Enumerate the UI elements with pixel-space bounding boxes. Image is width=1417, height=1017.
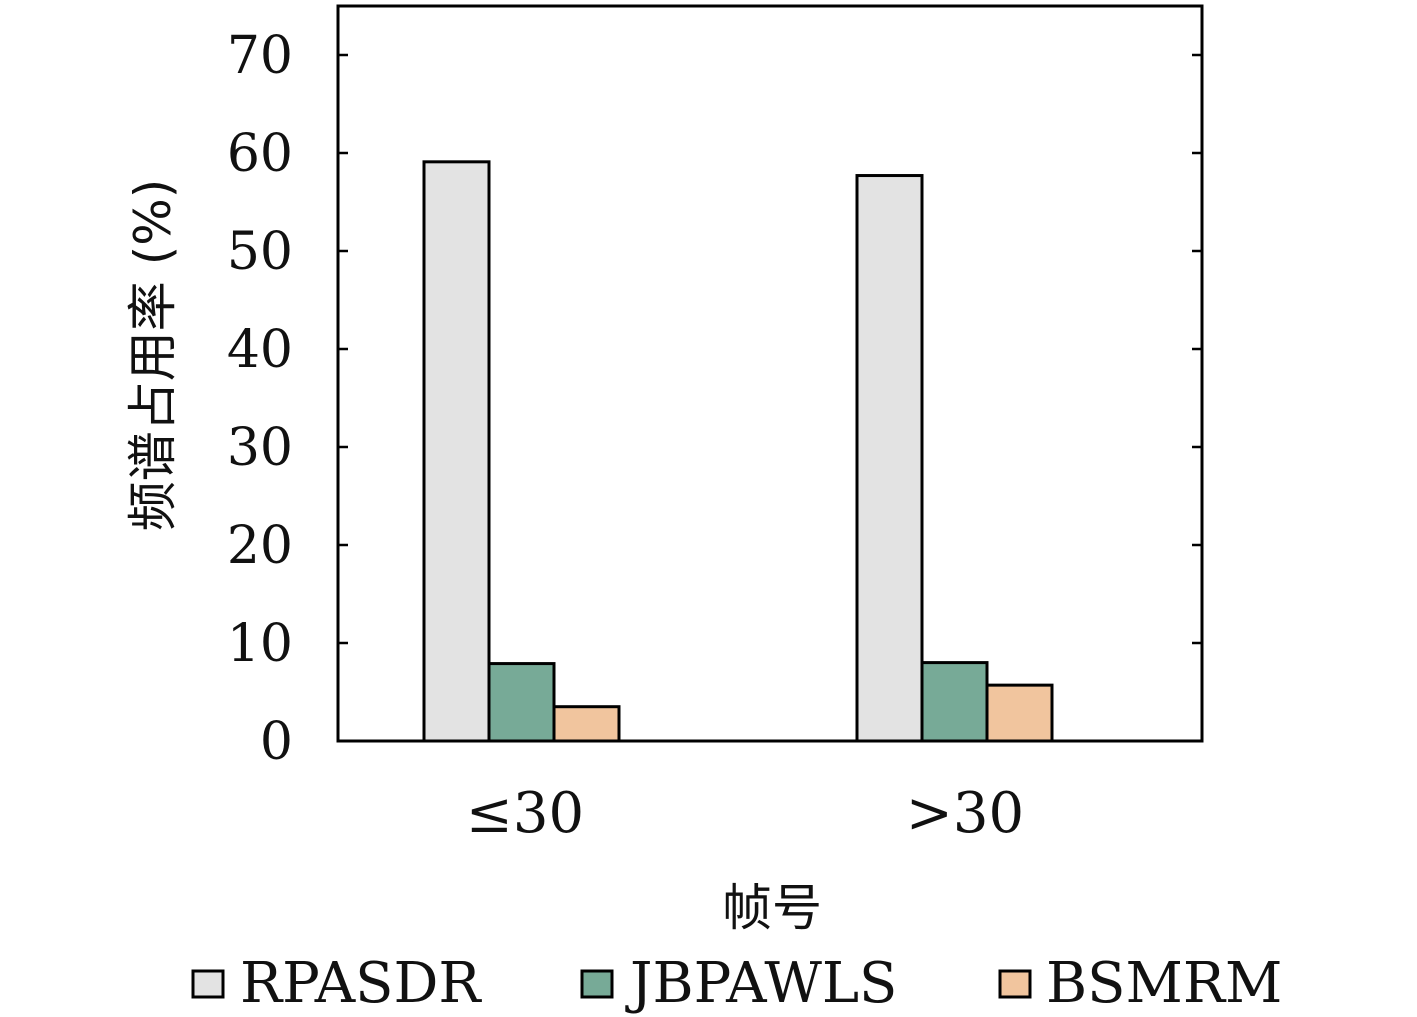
y-tick-label: 70 bbox=[227, 26, 293, 86]
bar-rpasdr-0 bbox=[422, 160, 491, 743]
x-tick-label: ≤30 bbox=[466, 781, 584, 846]
bar-bsmrm-1 bbox=[985, 683, 1054, 743]
y-tick-label: 0 bbox=[260, 712, 293, 772]
x-tick-label: >30 bbox=[906, 781, 1024, 846]
y-tick-label: 10 bbox=[227, 614, 293, 674]
y-tick-label: 30 bbox=[227, 418, 293, 478]
bar-bsmrm-0 bbox=[552, 705, 621, 743]
plot-frame bbox=[336, 4, 1204, 743]
y-tick-label: 20 bbox=[227, 516, 293, 576]
legend-label-jbpawls: JBPAWLS bbox=[625, 951, 897, 1016]
legend-swatch-bsmrm bbox=[998, 969, 1032, 999]
y-axis-title: 频谱占用率 (%) bbox=[124, 179, 182, 531]
legend-swatch-jbpawls bbox=[580, 969, 614, 999]
legend-swatch-rpasdr bbox=[191, 969, 225, 999]
x-axis: ≤30 >30 bbox=[466, 781, 1024, 846]
bars-layer bbox=[422, 160, 1054, 743]
bar-jbpawls-1 bbox=[920, 661, 989, 743]
bar-jbpawls-0 bbox=[487, 662, 556, 743]
x-axis-title: 帧号 bbox=[722, 879, 822, 937]
legend: RPASDR JBPAWLS BSMRM bbox=[191, 951, 1282, 1016]
y-tick-label: 50 bbox=[227, 222, 293, 282]
y-axis: 0 10 20 30 40 50 60 70 bbox=[227, 26, 1202, 772]
legend-label-bsmrm: BSMRM bbox=[1046, 951, 1282, 1016]
bar-rpasdr-1 bbox=[855, 174, 924, 743]
y-tick-label: 40 bbox=[227, 320, 293, 380]
y-tick-label: 60 bbox=[227, 124, 293, 184]
legend-label-rpasdr: RPASDR bbox=[240, 951, 482, 1016]
